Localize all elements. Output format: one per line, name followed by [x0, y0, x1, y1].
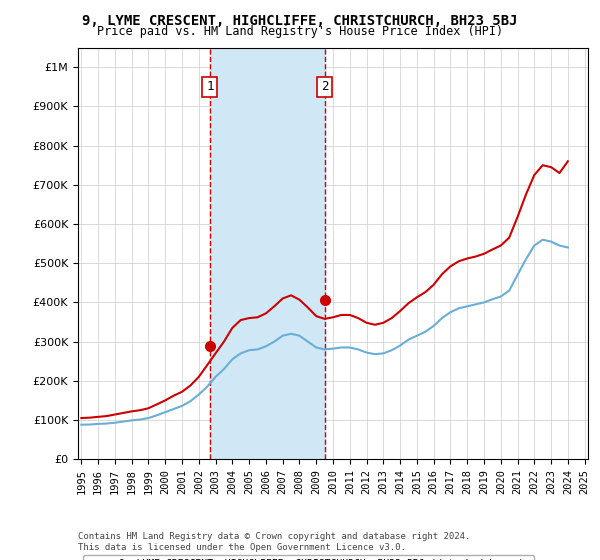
- Legend: 9, LYME CRESCENT, HIGHCLIFFE, CHRISTCHURCH, BH23 5BJ (detached house), HPI: Aver: 9, LYME CRESCENT, HIGHCLIFFE, CHRISTCHUR…: [83, 554, 534, 560]
- Text: 9, LYME CRESCENT, HIGHCLIFFE, CHRISTCHURCH, BH23 5BJ: 9, LYME CRESCENT, HIGHCLIFFE, CHRISTCHUR…: [82, 14, 518, 28]
- Text: Contains HM Land Registry data © Crown copyright and database right 2024.
This d: Contains HM Land Registry data © Crown c…: [78, 532, 470, 552]
- Bar: [210, 48, 325, 459]
- Text: 1: 1: [206, 80, 214, 94]
- Text: Price paid vs. HM Land Registry's House Price Index (HPI): Price paid vs. HM Land Registry's House …: [97, 25, 503, 38]
- Text: 2: 2: [321, 80, 328, 94]
